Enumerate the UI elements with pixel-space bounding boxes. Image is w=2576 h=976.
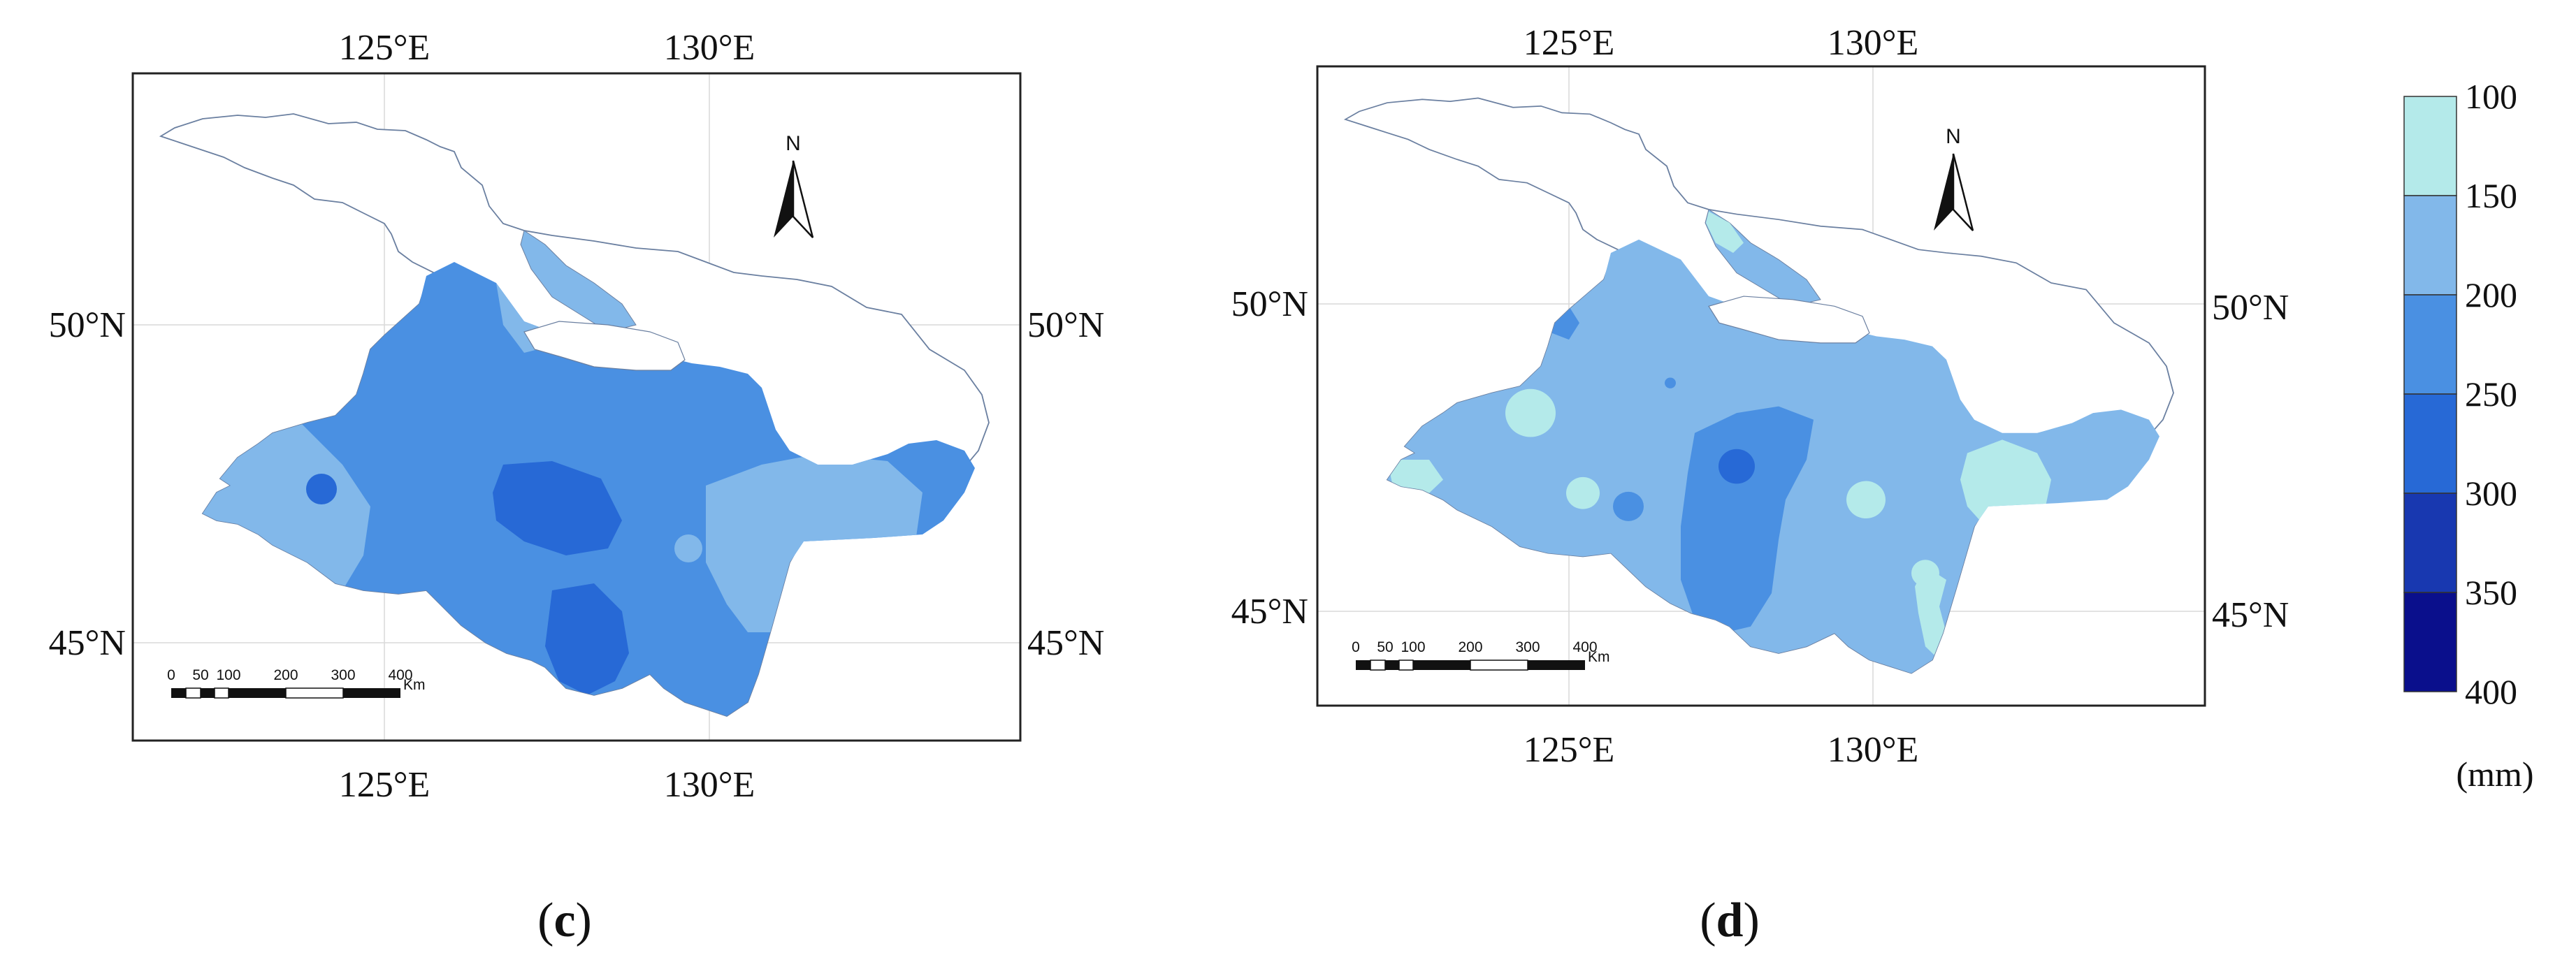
zone-200-250-spot [1665, 377, 1676, 388]
lon-label-top: 125°E [339, 28, 430, 68]
legend-tick-label: 300 [2465, 474, 2517, 513]
color-legend: 100 150 200 250 300 350 400 [2403, 77, 2517, 711]
scale-unit: Km [1588, 649, 1610, 665]
scale-tick-label: 100 [1401, 639, 1425, 655]
lon-label-bottom: 125°E [1524, 730, 1615, 770]
lat-label-left: 45°N [1231, 592, 1308, 632]
zone-100-150-south [1915, 566, 1946, 660]
legend-swatch [2403, 493, 2457, 593]
scale-bar: 0 50 100 200 300 400 Km [167, 667, 426, 699]
map-panel-d: N 0 50 100 200 300 400 Km [1316, 65, 2206, 707]
lon-label-bottom: 130°E [1828, 730, 1919, 770]
lon-label-top: 130°E [664, 28, 755, 68]
zone-100-150-north [1706, 211, 1744, 253]
lat-label-right: 45°N [1027, 623, 1104, 663]
zone-100-150-spot [1566, 476, 1600, 509]
lat-label-right: 45°N [2212, 595, 2289, 635]
scale-tick-label: 400 [388, 667, 412, 683]
legend-tick-label: 250 [2465, 374, 2517, 414]
legend-swatch [2403, 195, 2457, 296]
lon-label-top: 130°E [1828, 23, 1919, 63]
lon-label-bottom: 130°E [664, 765, 755, 805]
scale-bar: 0 50 100 200 300 400 Km [1352, 639, 1610, 671]
legend-tick-label: 100 [2465, 77, 2517, 116]
legend-swatch [2403, 393, 2457, 494]
zone-250-300-west-spot [306, 474, 337, 504]
panel-label-d: (d) [1700, 894, 1760, 947]
lat-label-right: 50°N [2212, 288, 2289, 328]
legend-unit: (mm) [2456, 755, 2533, 794]
zone-100-150-spot [1911, 560, 1939, 587]
zone-100-150-west-spot [1505, 388, 1556, 437]
north-arrow: N [774, 132, 814, 238]
legend-swatch [2403, 592, 2457, 692]
zone-200-250-spot [1613, 491, 1644, 521]
map-frame [131, 72, 1022, 742]
scale-tick-label: 50 [1377, 639, 1393, 655]
scale-tick-label: 200 [1458, 639, 1482, 655]
zone-200-250-center [1681, 406, 1814, 634]
lat-label-left: 45°N [49, 623, 126, 663]
map-panel-c: N 0 50 100 200 300 400 Km [131, 72, 1022, 742]
scale-tick-label: 0 [1352, 639, 1360, 655]
map-frame [1316, 65, 2206, 707]
zone-150-200-west [203, 423, 370, 590]
zone-250-300-south [545, 583, 629, 695]
north-arrow: N [1934, 125, 1974, 231]
zone-150-200-spot [674, 534, 702, 562]
zone-250-300-center [493, 461, 622, 555]
legend-tick-label: 400 [2465, 672, 2517, 711]
scale-tick-label: 300 [331, 667, 355, 683]
lon-label-bottom: 125°E [339, 765, 430, 805]
scale-tick-label: 200 [273, 667, 298, 683]
legend-swatch [2403, 294, 2457, 395]
scale-tick-label: 400 [1572, 639, 1597, 655]
lat-label-left: 50°N [1231, 284, 1308, 324]
scale-tick-label: 300 [1515, 639, 1540, 655]
legend-tick-label: 150 [2465, 176, 2517, 215]
north-arrow-label: N [786, 132, 801, 155]
scale-tick-label: 50 [192, 667, 208, 683]
legend-tick-label: 350 [2465, 573, 2517, 612]
scale-unit: Km [403, 677, 426, 693]
legend-swatch [2403, 96, 2457, 196]
zone-100-150-spot [1846, 481, 1886, 519]
lat-label-right: 50°N [1027, 305, 1104, 345]
scale-tick-label: 0 [167, 667, 175, 683]
lat-label-left: 50°N [49, 305, 126, 345]
north-arrow-label: N [1946, 125, 1961, 148]
panel-label-c: (c) [537, 894, 592, 947]
legend-tick-label: 200 [2465, 275, 2517, 314]
lon-label-top: 125°E [1524, 23, 1615, 63]
scale-tick-label: 100 [216, 667, 240, 683]
zone-250-300-spot [1718, 449, 1755, 484]
